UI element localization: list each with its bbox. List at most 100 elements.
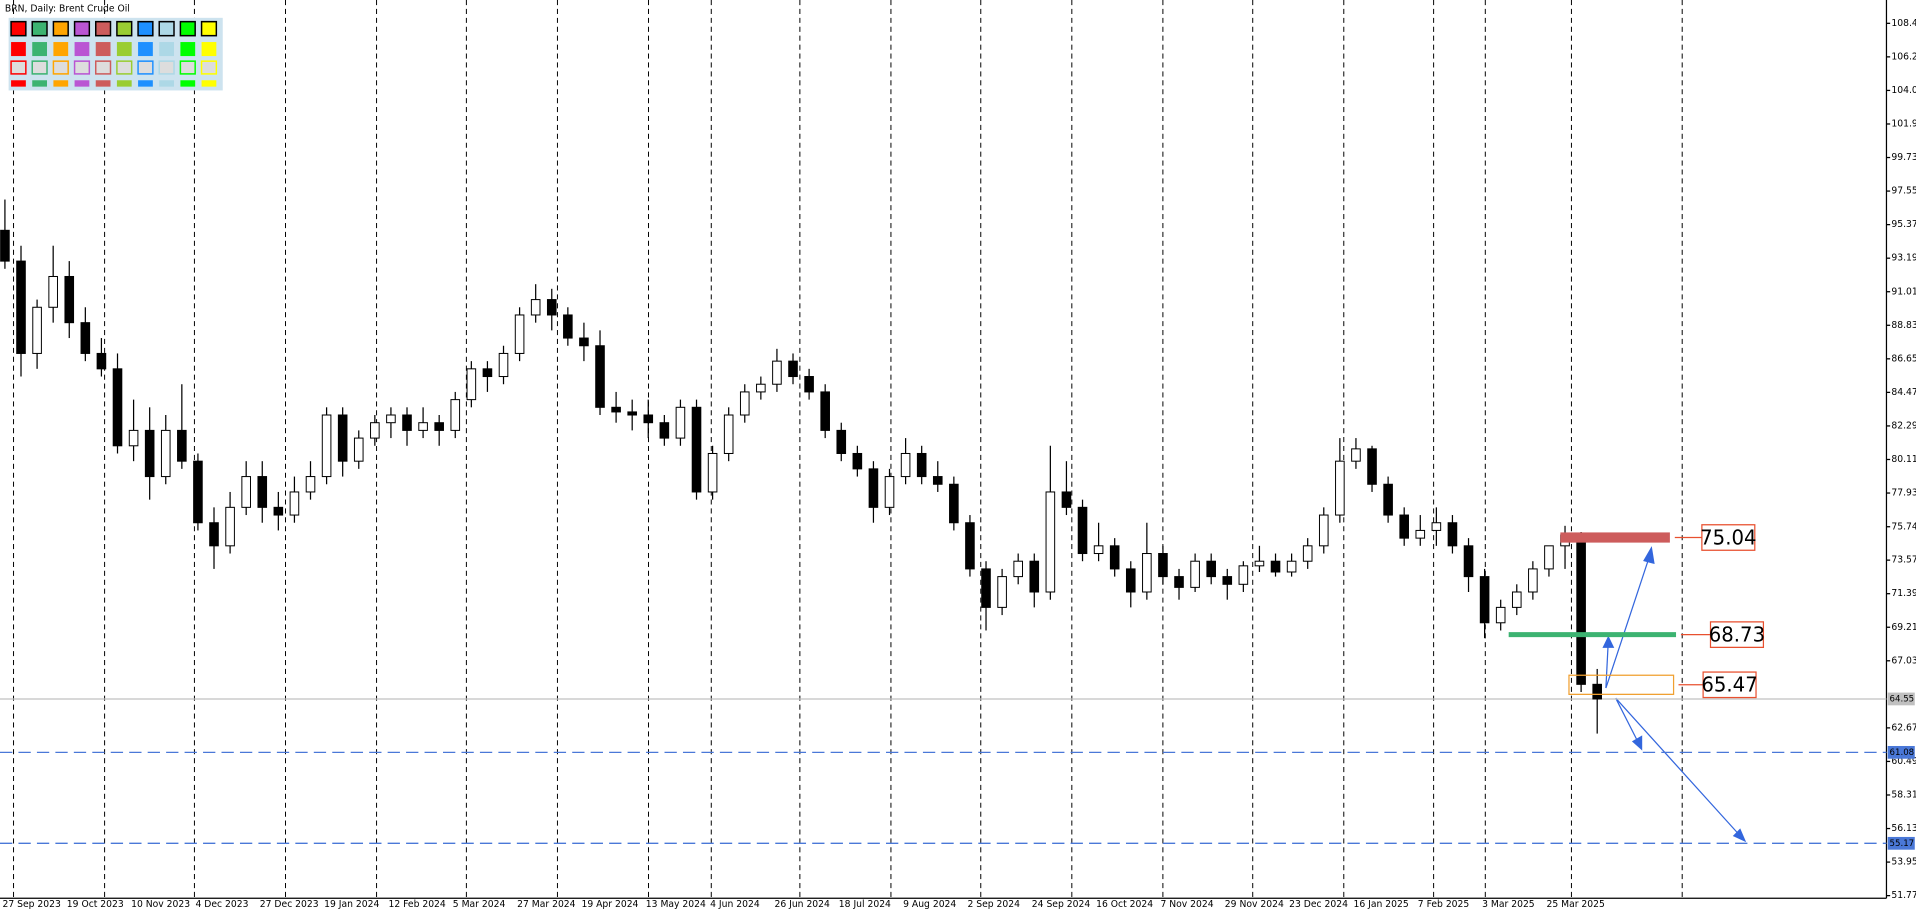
price-line-label-bg	[1887, 836, 1915, 850]
y-tick-label: 56.13	[1891, 823, 1916, 834]
swatch	[180, 42, 196, 57]
candle-body	[546, 299, 557, 316]
swatch	[53, 42, 69, 57]
forecast-arrows	[1602, 546, 1747, 843]
candle-body	[418, 422, 428, 431]
candle-body	[434, 422, 444, 431]
level-label: 68.73	[1709, 622, 1765, 646]
price-line-label-bg	[1887, 745, 1915, 759]
candle-body	[1399, 514, 1409, 539]
x-tick-label: 9 Aug 2024	[903, 899, 956, 910]
candle-body	[64, 275, 75, 324]
y-tick-label: 71.39	[1891, 588, 1916, 599]
y-tick-label: 80.11	[1891, 454, 1916, 465]
swatch	[137, 20, 154, 37]
x-tick-label: 27 Mar 2024	[517, 899, 575, 910]
swatch	[32, 80, 48, 87]
candle-body	[96, 352, 107, 370]
x-tick-label: 7 Feb 2025	[1418, 899, 1469, 910]
level-label: 65.47	[1701, 672, 1757, 696]
candle-body	[1158, 553, 1168, 578]
candle-body	[32, 306, 42, 354]
y-tick-label: 69.21	[1891, 622, 1916, 633]
swatch	[11, 42, 26, 57]
swatch	[200, 20, 218, 37]
candle-body	[1142, 553, 1152, 593]
color-palette	[8, 17, 223, 91]
arrow	[1615, 697, 1743, 839]
candle-body	[1222, 576, 1233, 585]
x-tick-label: 27 Dec 2023	[260, 899, 319, 910]
y-tick-label: 88.83	[1891, 320, 1916, 331]
candle-body	[1479, 576, 1490, 624]
y-tick-label: 91.01	[1891, 286, 1916, 297]
candle-body	[1125, 568, 1136, 593]
candle-body	[756, 383, 766, 393]
candle-body	[579, 337, 589, 347]
level-label-box	[1702, 671, 1757, 699]
swatch	[201, 42, 217, 57]
x-tick-label: 3 Mar 2025	[1482, 899, 1535, 910]
candle-body	[353, 437, 364, 462]
swatch	[159, 42, 175, 57]
swatch	[74, 42, 90, 57]
x-tick-label: 19 Apr 2024	[581, 899, 638, 910]
swatch	[200, 60, 218, 75]
swatch	[116, 60, 133, 75]
swatch	[158, 60, 175, 75]
candle-body	[739, 391, 750, 416]
y-tick-label: 60.49	[1891, 756, 1916, 767]
candle-body	[1495, 606, 1506, 624]
price-line-label: 64.55	[1890, 694, 1915, 704]
swatch	[95, 20, 112, 37]
y-tick-label: 67.03	[1891, 655, 1916, 666]
swatch	[10, 20, 27, 37]
x-tick-label: 29 Nov 2024	[1225, 899, 1284, 910]
candle-body	[1511, 591, 1522, 608]
candle-body	[1367, 448, 1377, 485]
candle-body	[1093, 545, 1104, 555]
x-tick-label: 12 Feb 2024	[388, 899, 445, 910]
swatch	[74, 80, 90, 87]
y-tick-label: 75.74	[1891, 521, 1916, 532]
swatch	[95, 42, 111, 57]
candle-body	[402, 414, 412, 431]
candle-body	[1190, 560, 1200, 588]
candle-body	[514, 314, 525, 354]
x-tick-label: 2 Sep 2024	[967, 899, 1020, 910]
y-tick-label: 108.45	[1891, 18, 1916, 29]
swatch	[158, 20, 175, 37]
candle-body	[965, 522, 975, 570]
arrow-head	[1643, 546, 1655, 565]
candle-body	[836, 429, 847, 454]
candle-body	[128, 429, 139, 447]
level-label: 75.04	[1700, 525, 1756, 549]
candle-body	[1576, 534, 1586, 685]
swatch	[159, 80, 175, 87]
arrow	[1615, 697, 1641, 747]
x-tick-label: 24 Sep 2024	[1032, 899, 1090, 910]
candle-body	[1029, 560, 1040, 593]
candle-body	[627, 411, 637, 416]
x-tick-label: 23 Dec 2024	[1289, 899, 1348, 910]
y-tick-label: 77.93	[1891, 487, 1916, 498]
candle-body	[1592, 683, 1602, 700]
candle-body	[1383, 483, 1393, 516]
candle-body	[498, 352, 509, 378]
x-tick-label: 5 Mar 2024	[453, 899, 506, 910]
swatch	[31, 60, 48, 75]
swatch	[201, 80, 217, 87]
candle-body	[305, 476, 316, 493]
y-tick-label: 53.95	[1891, 856, 1916, 867]
x-tick-label: 27 Sep 2023	[2, 899, 60, 910]
candle-body	[225, 506, 235, 547]
candle-body	[691, 406, 702, 493]
candle-body	[257, 476, 268, 508]
candle-body	[788, 360, 798, 378]
candle-body	[1174, 576, 1184, 588]
swatch	[138, 80, 153, 87]
y-tick-label: 97.55	[1891, 185, 1916, 196]
candle-body	[193, 460, 203, 524]
